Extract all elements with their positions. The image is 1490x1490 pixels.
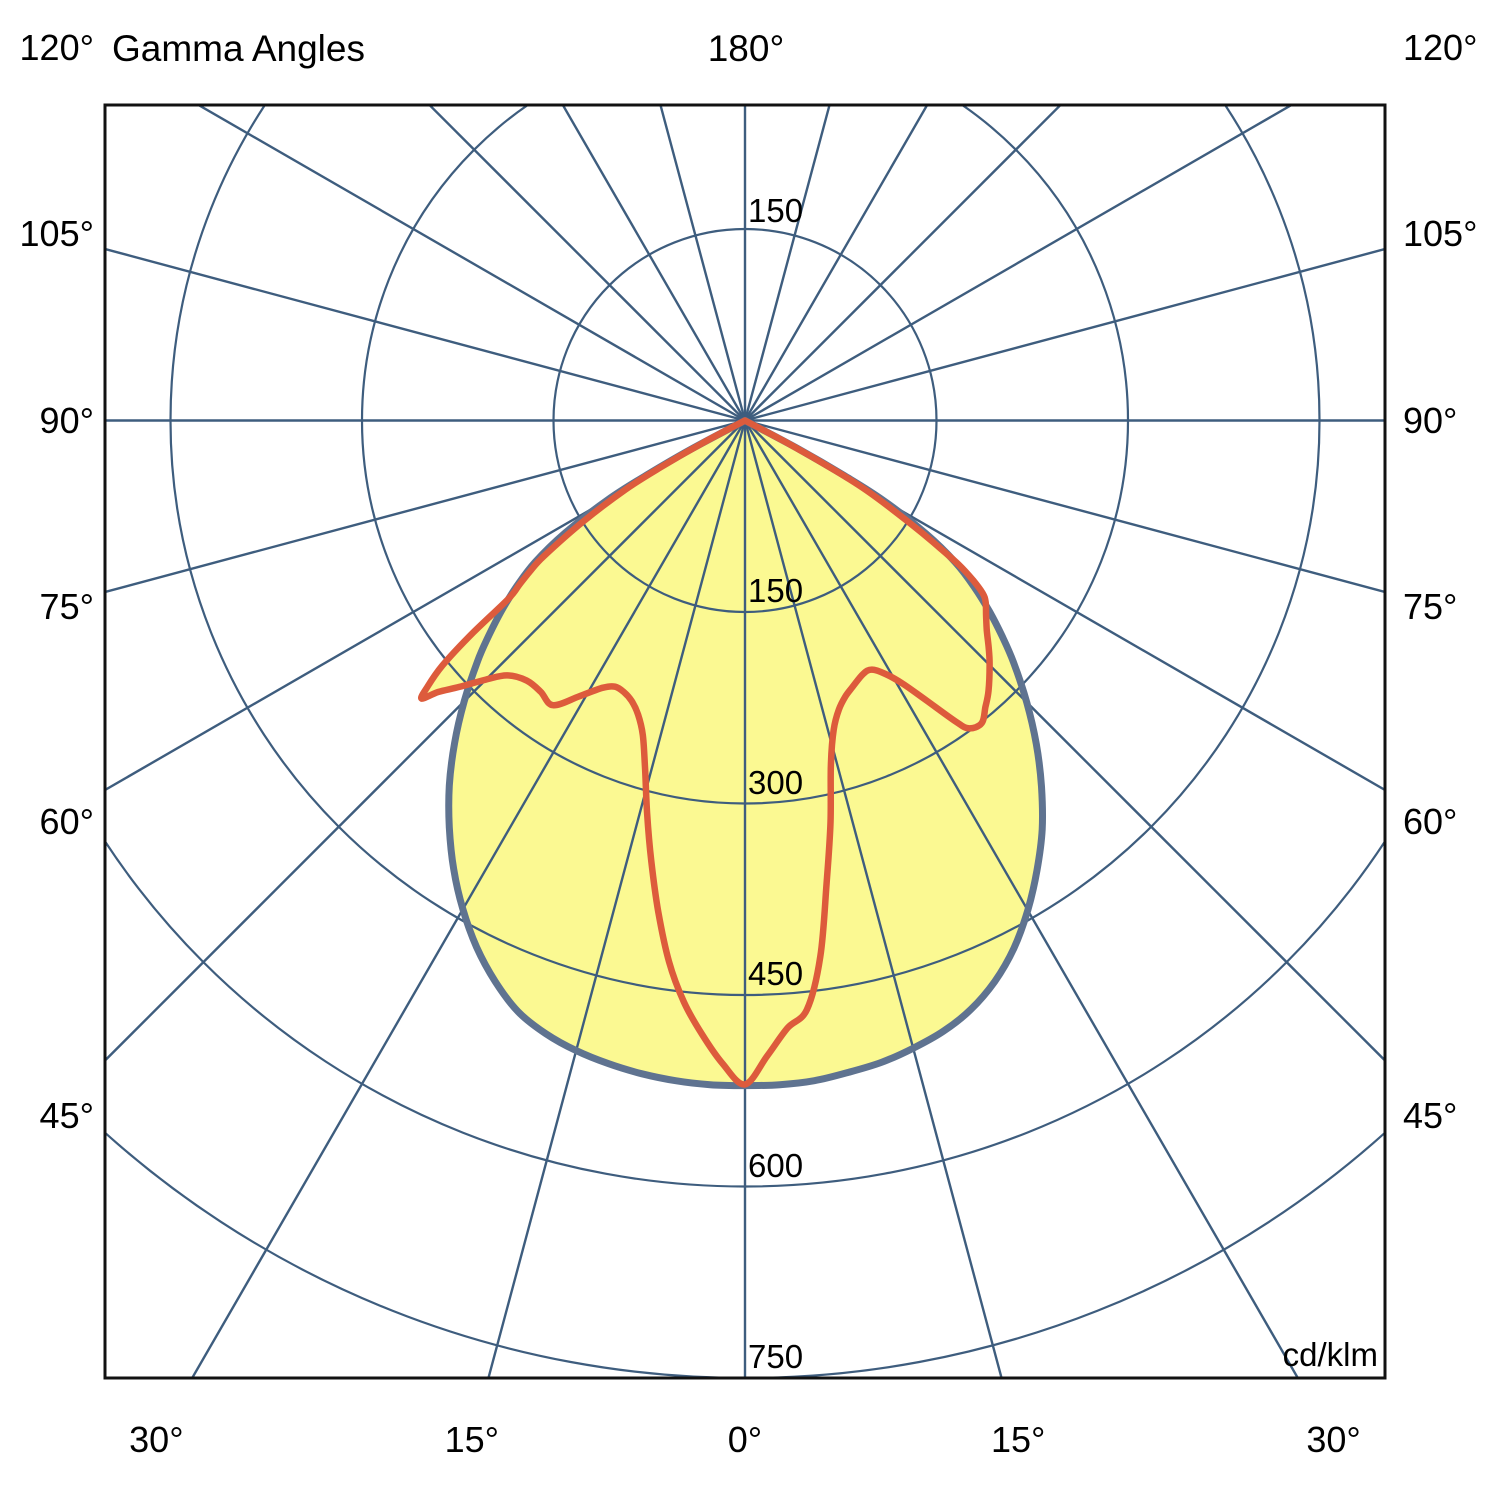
grid-ray-135 <box>744 105 1063 422</box>
unit-label: cd/klm <box>1282 1336 1378 1373</box>
ring-label-300: 300 <box>748 763 804 801</box>
angle-label-left-45: 45° <box>39 1094 94 1136</box>
grid-ray-105 <box>744 247 1385 422</box>
chart-title: Gamma Angles <box>112 28 365 69</box>
grid-ray-345 <box>487 420 747 1378</box>
plot-border <box>103 103 1387 1380</box>
angle-label-bottom-30-left: 30° <box>129 1419 184 1460</box>
grid-ray-300 <box>105 419 746 792</box>
angle-label-left-60: 60° <box>39 800 94 842</box>
angle-label-180: 180° <box>707 28 785 69</box>
angle-label-bottom-15-left: 15° <box>444 1419 500 1460</box>
grid-ray-15 <box>743 420 1003 1378</box>
grid-ray-255 <box>105 247 746 422</box>
grid-ray-30 <box>743 419 1300 1378</box>
ring-label-600: 600 <box>748 1146 804 1184</box>
yellow-fill-red-curve <box>421 420 990 1085</box>
angle-label-right-105: 105° <box>1403 213 1478 255</box>
angle-label-left-90: 90° <box>39 399 94 441</box>
angle-label-right-75: 75° <box>1403 585 1458 627</box>
grid-ray-225 <box>427 105 746 422</box>
grid-ray-60 <box>744 419 1385 792</box>
grid-ray-75 <box>744 419 1385 594</box>
angle-label-right-60: 60° <box>1403 800 1458 842</box>
angle-label-left-75: 75° <box>39 585 94 627</box>
angle-label-right-120: 120° <box>1403 27 1478 68</box>
grid-ray-330 <box>190 419 747 1378</box>
angle-label-left-105: 105° <box>19 213 94 255</box>
ring-label-750: 750 <box>748 1338 804 1375</box>
angle-label-left-120: 120° <box>19 27 94 68</box>
grid-ray-165 <box>743 105 831 421</box>
grid-ray-150 <box>743 105 929 422</box>
grid-ray-285 <box>105 419 746 594</box>
angle-label-bottom-15-right: 15° <box>990 1419 1046 1460</box>
ring-label-450: 450 <box>748 955 804 992</box>
grid-ray-210 <box>561 105 747 422</box>
angle-label-bottom-30-right: 30° <box>1306 1419 1361 1460</box>
grid-ray-195 <box>659 105 747 421</box>
grid-ray-120 <box>744 105 1294 422</box>
grid-ray-240 <box>196 105 746 422</box>
ring-label-150-top: 150 <box>748 192 804 229</box>
grid-ray-45 <box>744 419 1385 1063</box>
angle-label-bottom-0: 0° <box>727 1419 763 1460</box>
angle-label-right-45: 45° <box>1403 1094 1458 1136</box>
ring-label-150: 150 <box>748 572 804 609</box>
grid-ray-315 <box>105 419 746 1063</box>
angle-label-right-90: 90° <box>1403 399 1458 441</box>
red-curve <box>418 417 993 1088</box>
